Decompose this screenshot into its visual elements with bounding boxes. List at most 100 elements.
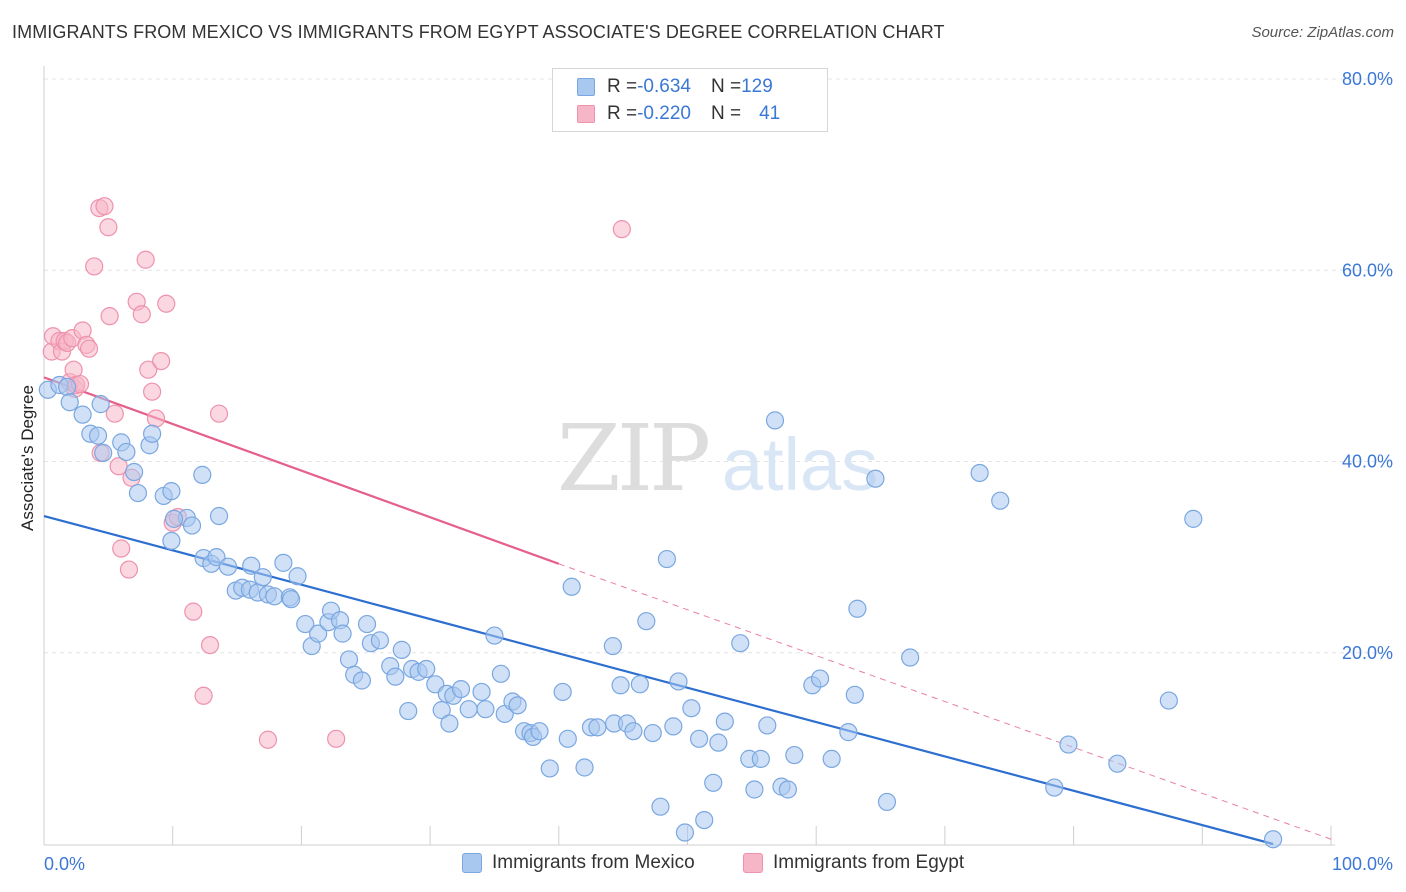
egypt-point <box>136 250 155 269</box>
mexico-point <box>709 733 728 752</box>
mexico-point <box>822 749 841 768</box>
mexico-point <box>296 614 315 634</box>
mexico-point <box>540 759 559 778</box>
mexico-point <box>991 491 1010 510</box>
mexico-point <box>1108 754 1127 773</box>
mexico-point <box>785 745 804 765</box>
mexico-point <box>575 758 594 777</box>
mexico-point <box>352 671 371 690</box>
mexico-point <box>558 729 577 748</box>
mexico-point <box>432 701 451 720</box>
mexico-point <box>164 509 184 528</box>
mexico-point <box>630 675 649 694</box>
mexico-point <box>451 679 471 699</box>
mexico-point <box>695 810 714 830</box>
mexico-point <box>162 531 181 550</box>
egypt-point <box>200 635 220 655</box>
mexico-point <box>440 714 459 733</box>
mexico-point <box>73 405 92 424</box>
mexico-point <box>508 696 527 715</box>
mexico-point <box>417 659 436 679</box>
x-tick-label: 100.0% <box>1332 854 1393 874</box>
mexico-point <box>182 516 202 535</box>
egypt-point <box>105 404 124 423</box>
mexico-point <box>1045 778 1064 797</box>
egypt-swatch <box>577 105 595 123</box>
egypt-point <box>194 686 213 705</box>
mexico-point <box>143 424 162 443</box>
mexico-point <box>288 567 307 586</box>
mexico-point <box>94 443 113 462</box>
series-mexico <box>38 375 1283 849</box>
mexico-point <box>1263 830 1283 849</box>
mexico-point <box>611 676 630 695</box>
mexico-point <box>91 395 110 414</box>
mexico-point <box>162 482 181 501</box>
mexico-point <box>209 506 229 526</box>
stats-row-egypt: R = -0.220 N = 41 <box>577 102 780 126</box>
mexico-legend-swatch <box>462 853 482 873</box>
egypt-point <box>139 360 158 379</box>
egypt-point <box>85 257 104 276</box>
legend-item-mexico[interactable]: Immigrants from Mexico <box>462 852 695 874</box>
egypt-point <box>99 218 118 237</box>
egypt-trend-line <box>43 376 560 565</box>
mexico-point <box>745 780 764 799</box>
egypt-point <box>612 220 631 239</box>
legend-item-egypt[interactable]: Immigrants from Egypt <box>743 852 964 874</box>
r-value: -0.220 <box>637 103 691 124</box>
egypt-point <box>152 351 171 371</box>
egypt-point <box>146 409 166 428</box>
r-value: -0.634 <box>637 76 691 97</box>
mexico-point <box>1159 691 1178 710</box>
mexico-point <box>553 682 572 702</box>
mexico-point <box>370 631 390 650</box>
mexico-point <box>669 672 688 691</box>
egypt-point <box>119 560 139 579</box>
legend-label-mexico: Immigrants from Mexico <box>492 852 695 873</box>
stats-row-mexico: R = -0.634 N = 129 <box>577 75 773 99</box>
egypt-point <box>79 339 99 358</box>
mexico-point <box>58 377 77 397</box>
mexico-point <box>1059 735 1078 754</box>
mexico-point <box>386 667 405 686</box>
y-tick-label: 80.0% <box>1342 69 1393 89</box>
source-credit: Source: ZipAtlas.com <box>1251 24 1394 41</box>
mexico-point <box>637 612 656 631</box>
mexico-point <box>274 553 293 572</box>
x-tick-label: 0.0% <box>44 854 85 874</box>
mexico-point <box>253 568 272 587</box>
mexico-point <box>392 640 411 659</box>
y-tick-label: 60.0% <box>1342 260 1393 280</box>
mexico-point <box>357 614 377 634</box>
mexico-point <box>603 636 622 656</box>
watermark-atlas: atlas <box>722 423 878 506</box>
mexico-point <box>810 669 830 688</box>
mexico-point <box>765 411 785 430</box>
stats-legend: R = -0.634 N = 129 R = -0.220 N = 41 <box>552 68 828 132</box>
mexico-point <box>715 712 734 731</box>
tick-labels: 20.0% 40.0% 60.0% 80.0% 0.0% 100.0% <box>44 69 1393 874</box>
egypt-point <box>258 730 278 749</box>
mexico-point <box>124 462 144 482</box>
n-value: 129 <box>741 76 773 97</box>
mexico-point <box>339 650 359 669</box>
mexico-point <box>651 797 670 816</box>
n-label: N = <box>710 76 742 97</box>
mexico-point <box>848 599 867 618</box>
egypt-point <box>327 729 346 748</box>
grid-lines <box>44 78 1392 654</box>
mexico-point <box>60 393 79 412</box>
r-label: R = <box>607 103 638 124</box>
mexico-point <box>751 749 770 768</box>
egypt-point <box>95 197 114 216</box>
mexico-point <box>88 426 108 445</box>
mexico-point <box>643 723 662 743</box>
mexico-point <box>476 700 495 719</box>
mexico-swatch <box>577 78 595 96</box>
axes <box>43 66 1335 846</box>
mexico-point <box>242 556 261 575</box>
legend-label-egypt: Immigrants from Egypt <box>773 852 965 873</box>
mexico-point <box>399 701 418 721</box>
